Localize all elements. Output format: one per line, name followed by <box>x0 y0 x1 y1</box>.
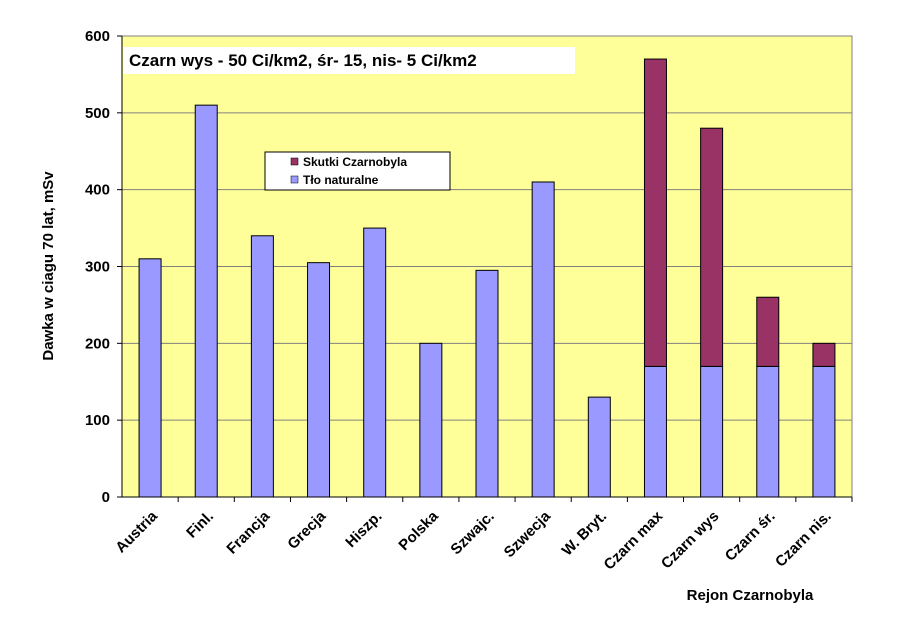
x-tick-label: W. Bryt. <box>559 508 611 560</box>
y-tick-label: 600 <box>85 28 110 45</box>
annotation-box: Czarn wys - 50 Ci/km2, śr- 15, nis- 5 Ci… <box>123 47 575 74</box>
x-tick-label: Czarn śr. <box>722 508 779 565</box>
bar-tlo-naturalne <box>307 262 331 498</box>
x-axis-ticks: Austria Finl. Francja Grecja Hiszp. Polska Szw… <box>112 497 853 573</box>
x-tick-label: Finl. <box>183 508 217 542</box>
y-tick-label: 400 <box>85 182 110 199</box>
bar-tlo-naturalne <box>531 181 555 498</box>
y-tick-label: 100 <box>85 412 110 429</box>
bar-skutki-czarnobyla <box>812 342 836 367</box>
x-tick-label: Czarn max <box>601 507 667 573</box>
legend: Skutki Czarnobyla Tło naturalne <box>264 151 451 191</box>
bar-tlo-naturalne <box>419 342 443 498</box>
bars <box>138 58 836 498</box>
bar-tlo-naturalne <box>250 235 274 498</box>
bar-skutki-czarnobyla <box>756 296 780 367</box>
bar-skutki-czarnobyla <box>643 58 667 367</box>
x-tick-label: Czarn wys <box>658 508 722 572</box>
bar-tlo-naturalne <box>194 104 218 498</box>
bar-tlo-naturalne <box>756 365 780 498</box>
x-tick-label: Szwajc. <box>447 508 497 558</box>
bar-tlo-naturalne <box>363 227 387 498</box>
bar-tlo-naturalne <box>587 396 611 498</box>
x-tick-label: Francja <box>223 507 273 557</box>
bar-tlo-naturalne <box>812 365 836 498</box>
x-axis-title: Rejon Czarnobyla <box>687 587 814 604</box>
y-tick-label: 200 <box>85 335 110 352</box>
legend-swatch-tlo <box>290 175 299 184</box>
x-tick-label: Grecja <box>284 507 330 553</box>
x-tick-label: Austria <box>112 507 161 556</box>
y-axis-title: Dawka w ciagu 70 lat, mSv <box>40 171 57 361</box>
legend-swatch-skutki <box>290 157 299 166</box>
x-tick-label: Hiszp. <box>342 508 385 551</box>
bar-tlo-naturalne <box>138 258 162 498</box>
x-tick-label: Czarn nis. <box>772 508 835 571</box>
y-tick-label: 0 <box>102 489 110 506</box>
bar-skutki-czarnobyla <box>700 127 724 367</box>
x-tick-label: Polska <box>395 507 442 554</box>
y-axis-ticks: 0 100 200 300 400 500 600 <box>85 28 122 506</box>
bar-tlo-naturalne <box>475 269 499 498</box>
bar-tlo-naturalne <box>643 365 667 498</box>
bar-tlo-naturalne <box>700 365 724 498</box>
legend-label-skutki: Skutki Czarnobyla <box>303 155 407 169</box>
x-tick-label: Szwecja <box>501 507 555 561</box>
y-tick-label: 300 <box>85 259 110 276</box>
y-tick-label: 500 <box>85 105 110 122</box>
legend-label-tlo: Tło naturalne <box>303 173 379 187</box>
annotation-text: Czarn wys - 50 Ci/km2, śr- 15, nis- 5 Ci… <box>129 51 477 70</box>
